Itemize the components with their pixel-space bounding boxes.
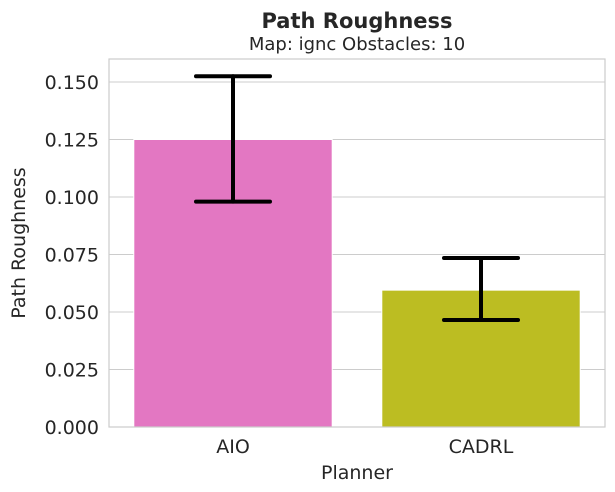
x-axis-label: Planner <box>321 462 393 484</box>
x-tick-labels: AIO CADRL <box>216 436 514 458</box>
x-tick-label: AIO <box>216 436 250 458</box>
y-tick-label: 0.075 <box>45 245 99 267</box>
y-tick-label: 0.000 <box>45 417 99 439</box>
plot-frame <box>108 58 606 428</box>
x-tick-label: CADRL <box>449 436 514 458</box>
bars <box>133 139 581 428</box>
y-tick-label: 0.100 <box>45 187 99 209</box>
chart-title: Path Roughness <box>261 9 452 33</box>
error-bar-cadrl <box>442 255 520 323</box>
y-tick-label: 0.050 <box>45 302 99 324</box>
y-tick-label: 0.025 <box>45 360 99 382</box>
y-tick-label: 0.125 <box>45 130 99 152</box>
y-tick-labels: 0.000 0.025 0.050 0.075 0.100 0.125 0.150 <box>45 72 99 439</box>
error-bars <box>194 74 520 323</box>
chart-subtitle: Map: ignc Obstacles: 10 <box>249 34 465 55</box>
y-axis-label: Path Roughness <box>8 167 30 318</box>
error-bar-aio <box>194 74 272 204</box>
y-tick-label: 0.150 <box>45 72 99 94</box>
